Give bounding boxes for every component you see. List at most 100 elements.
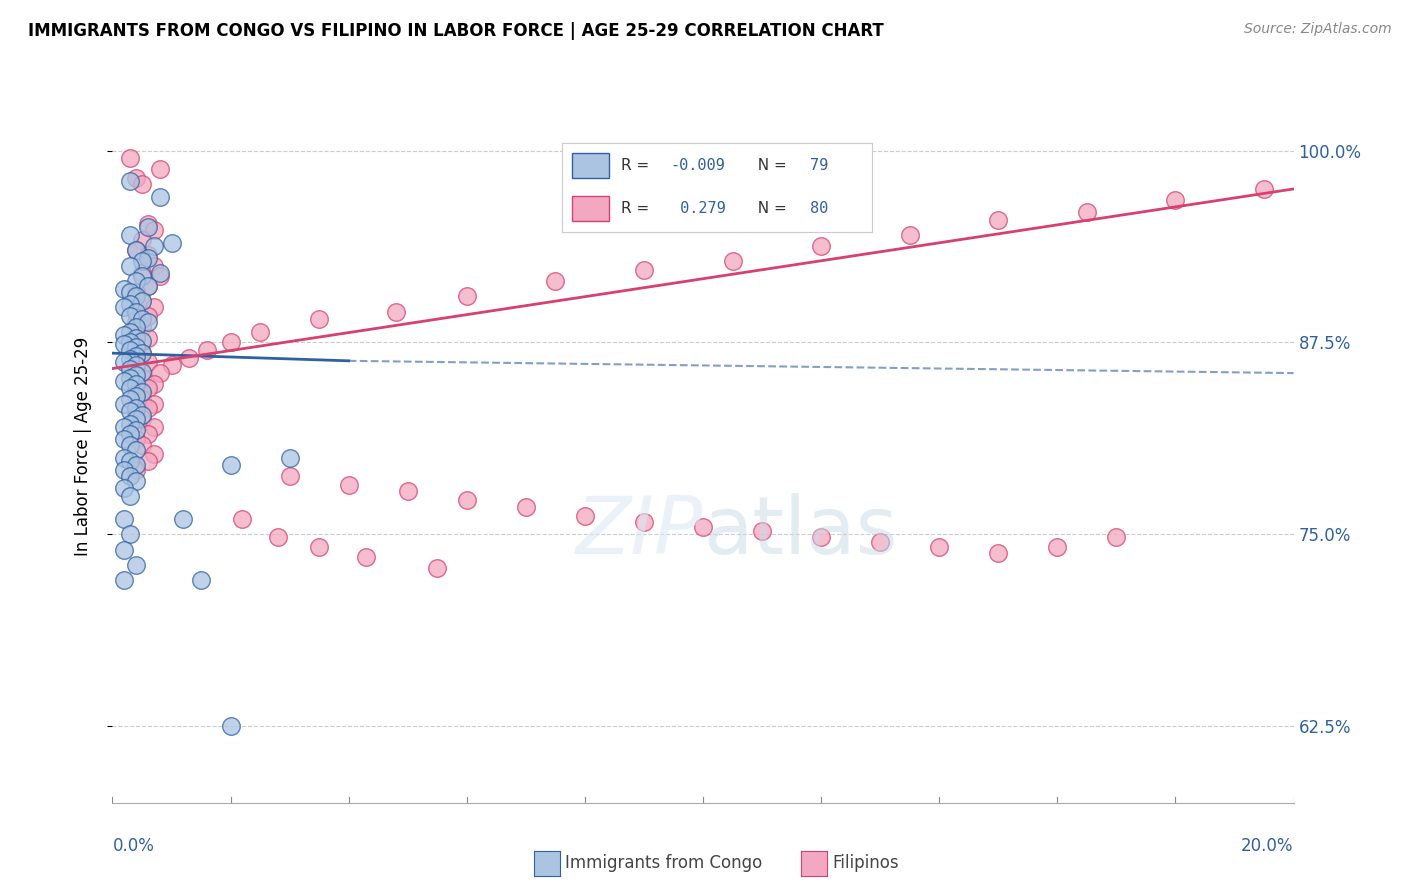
Point	[385, 304, 408, 318]
Point	[120, 343, 142, 357]
Text: 80: 80	[810, 202, 828, 216]
Text: 20.0%: 20.0%	[1241, 837, 1294, 855]
Text: -0.009: -0.009	[671, 159, 725, 173]
Point	[1164, 193, 1187, 207]
Point	[125, 361, 148, 376]
Point	[120, 453, 142, 467]
Point	[142, 447, 165, 461]
Point	[149, 269, 172, 284]
Text: ZIP: ZIP	[575, 492, 703, 571]
Point	[125, 463, 148, 477]
Text: Immigrants from Congo: Immigrants from Congo	[565, 855, 762, 872]
Point	[131, 293, 153, 308]
Point	[112, 355, 135, 369]
Point	[125, 412, 148, 426]
Point	[125, 389, 148, 403]
Point	[136, 251, 159, 265]
Point	[120, 404, 142, 418]
Point	[633, 515, 655, 529]
Point	[125, 171, 148, 186]
Point	[278, 469, 301, 483]
Point	[125, 408, 148, 422]
Point	[190, 574, 212, 588]
Point	[136, 316, 159, 330]
Point	[131, 233, 153, 247]
Point	[142, 300, 165, 314]
Text: 0.279: 0.279	[671, 202, 725, 216]
Text: 0.0%: 0.0%	[112, 837, 155, 855]
Point	[131, 412, 153, 426]
Point	[120, 427, 142, 442]
Point	[120, 310, 142, 324]
Point	[120, 352, 142, 367]
Point	[131, 320, 153, 334]
Point	[125, 274, 148, 288]
Point	[125, 432, 148, 446]
Point	[120, 392, 142, 407]
Point	[131, 408, 153, 422]
Point	[219, 458, 242, 473]
Point	[633, 263, 655, 277]
Point	[136, 401, 159, 416]
Point	[574, 508, 596, 523]
Point	[142, 397, 165, 411]
Point	[125, 442, 148, 457]
Point	[131, 370, 153, 384]
Point	[131, 334, 153, 348]
Point	[179, 351, 201, 365]
Point	[131, 346, 153, 360]
Point	[869, 535, 891, 549]
Point	[136, 427, 159, 442]
Text: R =: R =	[621, 159, 654, 173]
Point	[515, 500, 537, 514]
Point	[692, 519, 714, 533]
Point	[142, 419, 165, 434]
Point	[131, 384, 153, 399]
Point	[136, 355, 159, 369]
Point	[149, 189, 172, 203]
Text: IMMIGRANTS FROM CONGO VS FILIPINO IN LABOR FORCE | AGE 25-29 CORRELATION CHART: IMMIGRANTS FROM CONGO VS FILIPINO IN LAB…	[28, 22, 884, 40]
Point	[112, 463, 135, 477]
Point	[987, 546, 1010, 560]
Point	[131, 266, 153, 280]
Point	[131, 269, 153, 284]
Point	[136, 278, 159, 293]
Point	[125, 331, 148, 345]
Point	[112, 419, 135, 434]
Point	[356, 550, 378, 565]
Point	[120, 151, 142, 165]
Point	[136, 248, 159, 262]
Point	[426, 561, 449, 575]
Text: N =: N =	[748, 159, 792, 173]
Point	[396, 484, 419, 499]
Point	[125, 558, 148, 572]
Point	[131, 438, 153, 452]
Point	[112, 337, 135, 351]
Point	[142, 259, 165, 273]
Point	[112, 481, 135, 495]
Text: Filipinos: Filipinos	[832, 855, 898, 872]
Point	[136, 331, 159, 345]
Point	[131, 293, 153, 308]
Point	[136, 278, 159, 293]
Point	[112, 327, 135, 342]
Point	[112, 542, 135, 557]
Point	[112, 574, 135, 588]
Point	[120, 527, 142, 541]
Point	[131, 392, 153, 407]
Point	[172, 512, 194, 526]
Point	[131, 312, 153, 326]
Text: Source: ZipAtlas.com: Source: ZipAtlas.com	[1244, 22, 1392, 37]
Point	[112, 450, 135, 465]
Point	[112, 374, 135, 388]
FancyBboxPatch shape	[572, 153, 609, 178]
Point	[142, 238, 165, 252]
Point	[160, 359, 183, 373]
Point	[120, 174, 142, 188]
Point	[136, 453, 159, 467]
Point	[1076, 205, 1098, 219]
Point	[125, 386, 148, 401]
Point	[112, 300, 135, 314]
Point	[120, 227, 142, 242]
Point	[120, 325, 142, 339]
